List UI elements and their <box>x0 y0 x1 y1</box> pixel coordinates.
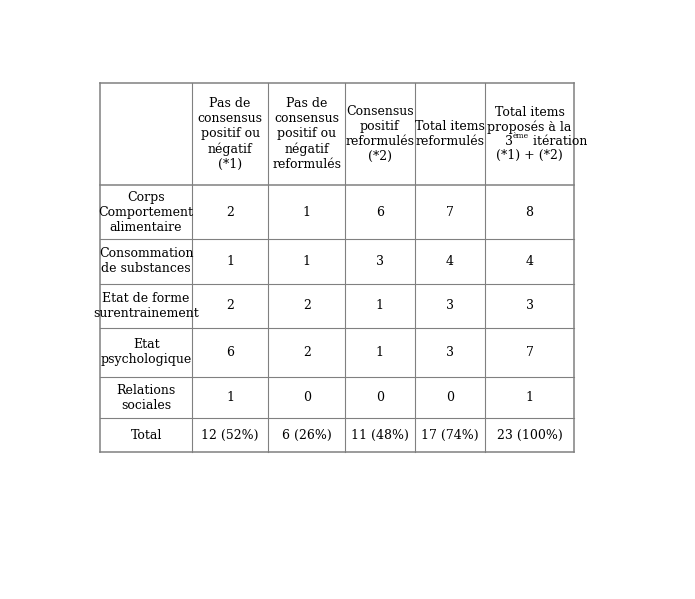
Text: Total items: Total items <box>495 106 564 119</box>
Text: 2: 2 <box>303 300 311 312</box>
Text: itération: itération <box>529 135 587 148</box>
Text: 1: 1 <box>376 300 384 312</box>
Text: 6: 6 <box>376 205 384 219</box>
Text: (*1) + (*2): (*1) + (*2) <box>496 149 563 162</box>
Text: Pas de
consensus
positif ou
négatif
(*1): Pas de consensus positif ou négatif (*1) <box>197 98 263 171</box>
Text: 1: 1 <box>302 255 311 268</box>
Text: proposés à la: proposés à la <box>487 120 572 134</box>
Text: 0: 0 <box>302 391 311 404</box>
Text: 1: 1 <box>226 255 234 268</box>
Text: 7: 7 <box>525 346 534 359</box>
Text: 4: 4 <box>446 255 454 268</box>
Text: Corps
Comportement
alimentaire: Corps Comportement alimentaire <box>99 190 194 234</box>
Text: 0: 0 <box>446 391 454 404</box>
Text: 0: 0 <box>376 391 384 404</box>
Text: 3: 3 <box>446 300 454 312</box>
Text: 1: 1 <box>525 391 534 404</box>
Text: 3: 3 <box>376 255 384 268</box>
Text: 6: 6 <box>226 346 234 359</box>
Text: 12 (52%): 12 (52%) <box>202 429 259 442</box>
Text: 3: 3 <box>446 346 454 359</box>
Text: 6 (26%): 6 (26%) <box>281 429 332 442</box>
Text: Consommation
de substances: Consommation de substances <box>99 247 193 276</box>
Text: 17 (74%): 17 (74%) <box>421 429 479 442</box>
Text: 2: 2 <box>303 346 311 359</box>
Text: 23 (100%): 23 (100%) <box>497 429 562 442</box>
Text: ème: ème <box>513 132 529 140</box>
Text: Consensus
positif
reformulés
(*2): Consensus positif reformulés (*2) <box>345 105 414 163</box>
Text: 1: 1 <box>302 205 311 219</box>
Text: Pas de
consensus
positif ou
négatif
reformulés: Pas de consensus positif ou négatif refo… <box>272 98 341 171</box>
Text: 3: 3 <box>525 300 534 312</box>
Text: Total: Total <box>131 429 162 442</box>
Text: 1: 1 <box>376 346 384 359</box>
Text: Etat
psychologique: Etat psychologique <box>101 338 192 367</box>
Text: 1: 1 <box>226 391 234 404</box>
Text: 2: 2 <box>226 300 234 312</box>
Text: Total items
reformulés: Total items reformulés <box>415 120 485 148</box>
Text: 7: 7 <box>446 205 454 219</box>
Text: 3: 3 <box>505 135 514 148</box>
Text: Etat de forme
surentrainement: Etat de forme surentrainement <box>93 292 199 320</box>
Text: 8: 8 <box>525 205 534 219</box>
Text: Relations
sociales: Relations sociales <box>117 383 176 412</box>
Text: 4: 4 <box>525 255 534 268</box>
Text: 2: 2 <box>226 205 234 219</box>
Text: 11 (48%): 11 (48%) <box>351 429 409 442</box>
